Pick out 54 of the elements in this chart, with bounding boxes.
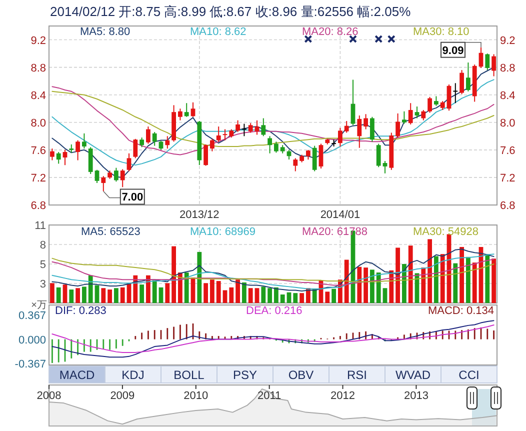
- text: CCI: [458, 368, 480, 382]
- y-tick-label: 8.8: [30, 62, 46, 74]
- text: MA5: 65523: [81, 226, 140, 238]
- text: DIF: 0.283: [55, 305, 106, 317]
- x-tick-label: 2008: [36, 390, 62, 402]
- y-tick-label: 8.0: [30, 117, 46, 130]
- callout: 9.09: [440, 42, 482, 58]
- x-tick-label: 2011: [258, 390, 282, 402]
- y-tick-label: 0.000: [18, 334, 46, 346]
- x-tick-label: 2012: [330, 390, 356, 402]
- x-tick-label: 2014/01: [320, 209, 360, 221]
- text: RSI: [346, 368, 368, 382]
- y2-tick-label: 7.6: [500, 144, 516, 157]
- x-tick-label: 2009: [110, 390, 135, 402]
- x-tick-label: 2013: [404, 390, 428, 402]
- y2-tick-label: 7.2: [500, 172, 516, 184]
- text: WVAD: [395, 368, 431, 382]
- y-tick-label: -0.367: [14, 358, 46, 370]
- series-label: MACD: 0.134: [428, 305, 494, 317]
- x-tick-label: 2010: [184, 390, 208, 402]
- y-tick-label: 8: [40, 240, 46, 252]
- text: BOLL: [174, 368, 205, 382]
- y-tick-label: 3: [40, 278, 46, 290]
- annotation: 9.09: [442, 44, 464, 57]
- text: MA5: 8.80: [80, 26, 130, 38]
- text: MA10: 68969: [190, 226, 256, 238]
- y2-tick-label: 8.0: [500, 117, 516, 130]
- text: MACD: [59, 368, 95, 382]
- y2-tick-label: 8.8: [500, 62, 516, 74]
- text: MA30: 8.10: [413, 26, 470, 38]
- text: KDJ: [122, 368, 144, 382]
- y-tick-label: 5: [40, 259, 46, 271]
- x-tick-label: 2013/12: [180, 209, 220, 221]
- y-tick-label: 6.8: [30, 200, 46, 212]
- chart-title: 2014/02/12 开:8.75 高:8.99 低:8.67 收:8.96 量:62556 幅:2.05%: [50, 4, 412, 19]
- text: MA20: 8.26: [302, 26, 358, 38]
- text: MA30: 54928: [413, 226, 478, 238]
- y2-tick-label: 6.8: [500, 200, 516, 212]
- callout: 7.00: [103, 188, 145, 205]
- y-tick-label: 0.367: [18, 310, 46, 322]
- y2-tick-label: 9.2: [500, 34, 516, 47]
- y-axis-title: ×万: [31, 300, 47, 311]
- text: MA20: 61788: [302, 226, 368, 238]
- y-tick-label: 8.4: [30, 90, 46, 102]
- text: DEA: 0.216: [246, 305, 302, 317]
- text: PSY: [232, 368, 258, 382]
- y-tick-label: 9.2: [30, 34, 46, 47]
- y-tick-label: 11: [34, 220, 46, 232]
- text: OBV: [288, 368, 314, 382]
- y-tick-label: 7.6: [30, 144, 46, 157]
- annotation: 7.00: [122, 192, 144, 204]
- text: MA10: 8.62: [190, 26, 246, 38]
- y2-tick-label: 8.4: [500, 90, 516, 102]
- y-tick-label: 7.2: [30, 172, 46, 184]
